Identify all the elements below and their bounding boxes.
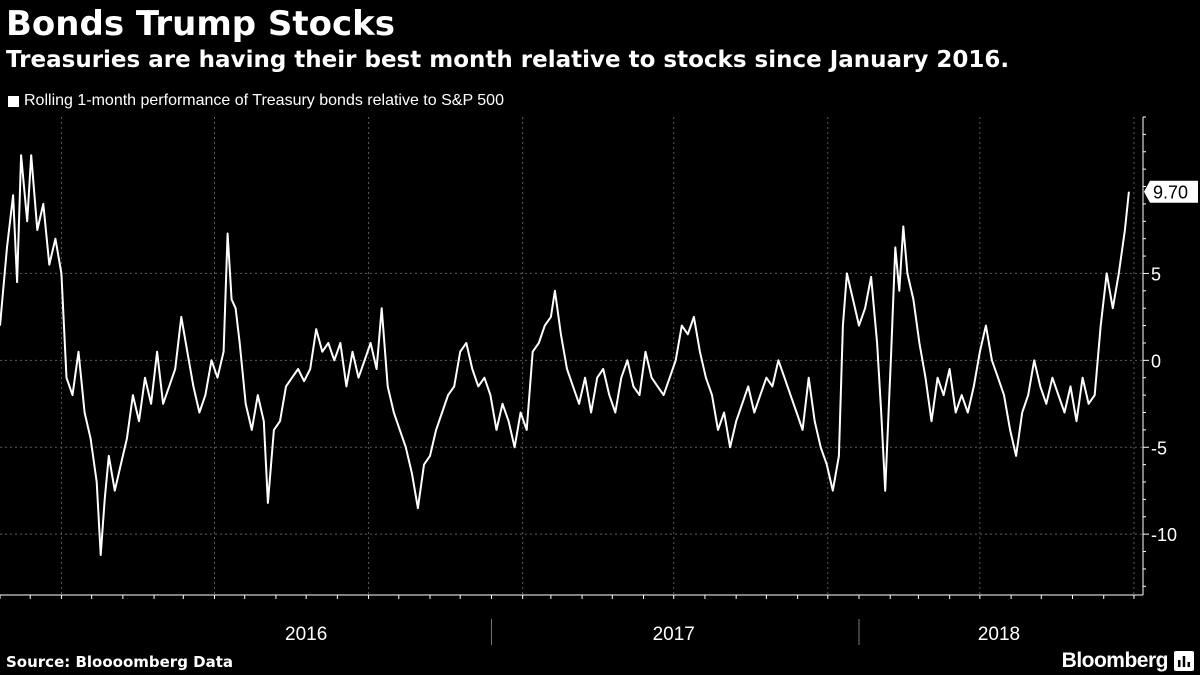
x-tick-label: 2018 <box>978 624 1020 645</box>
bloomberg-terminal-icon <box>1174 651 1194 671</box>
legend-label: Rolling 1-month performance of Treasury … <box>24 92 504 109</box>
y-tick-label: 5 <box>1151 264 1161 284</box>
y-tick-label: -5 <box>1151 438 1167 458</box>
last-value-callout: 9.70 <box>1144 180 1198 203</box>
x-tick-label: 2016 <box>285 624 327 645</box>
series-line <box>0 154 1130 556</box>
last-value-label: 9.70 <box>1153 183 1188 203</box>
legend: Rolling 1-month performance of Treasury … <box>8 90 504 112</box>
line-chart: -10 -5 0 5 2016 2017 2018 9.70 <box>0 116 1198 645</box>
chart-subtitle: Treasuries are having their best month r… <box>6 47 1010 73</box>
y-tick-label: 0 <box>1151 351 1161 371</box>
chart-title: Bonds Trump Stocks <box>6 4 396 44</box>
x-tick-label: 2017 <box>653 624 695 645</box>
legend-swatch <box>8 95 19 107</box>
brand-name: Bloomberg <box>1061 649 1169 672</box>
last-value-box <box>1144 180 1198 203</box>
y-tick-label: -10 <box>1151 525 1177 545</box>
source-note: Source: Bloooomberg Data <box>6 653 234 671</box>
bloomberg-logo: Bloomberg <box>1062 648 1194 674</box>
